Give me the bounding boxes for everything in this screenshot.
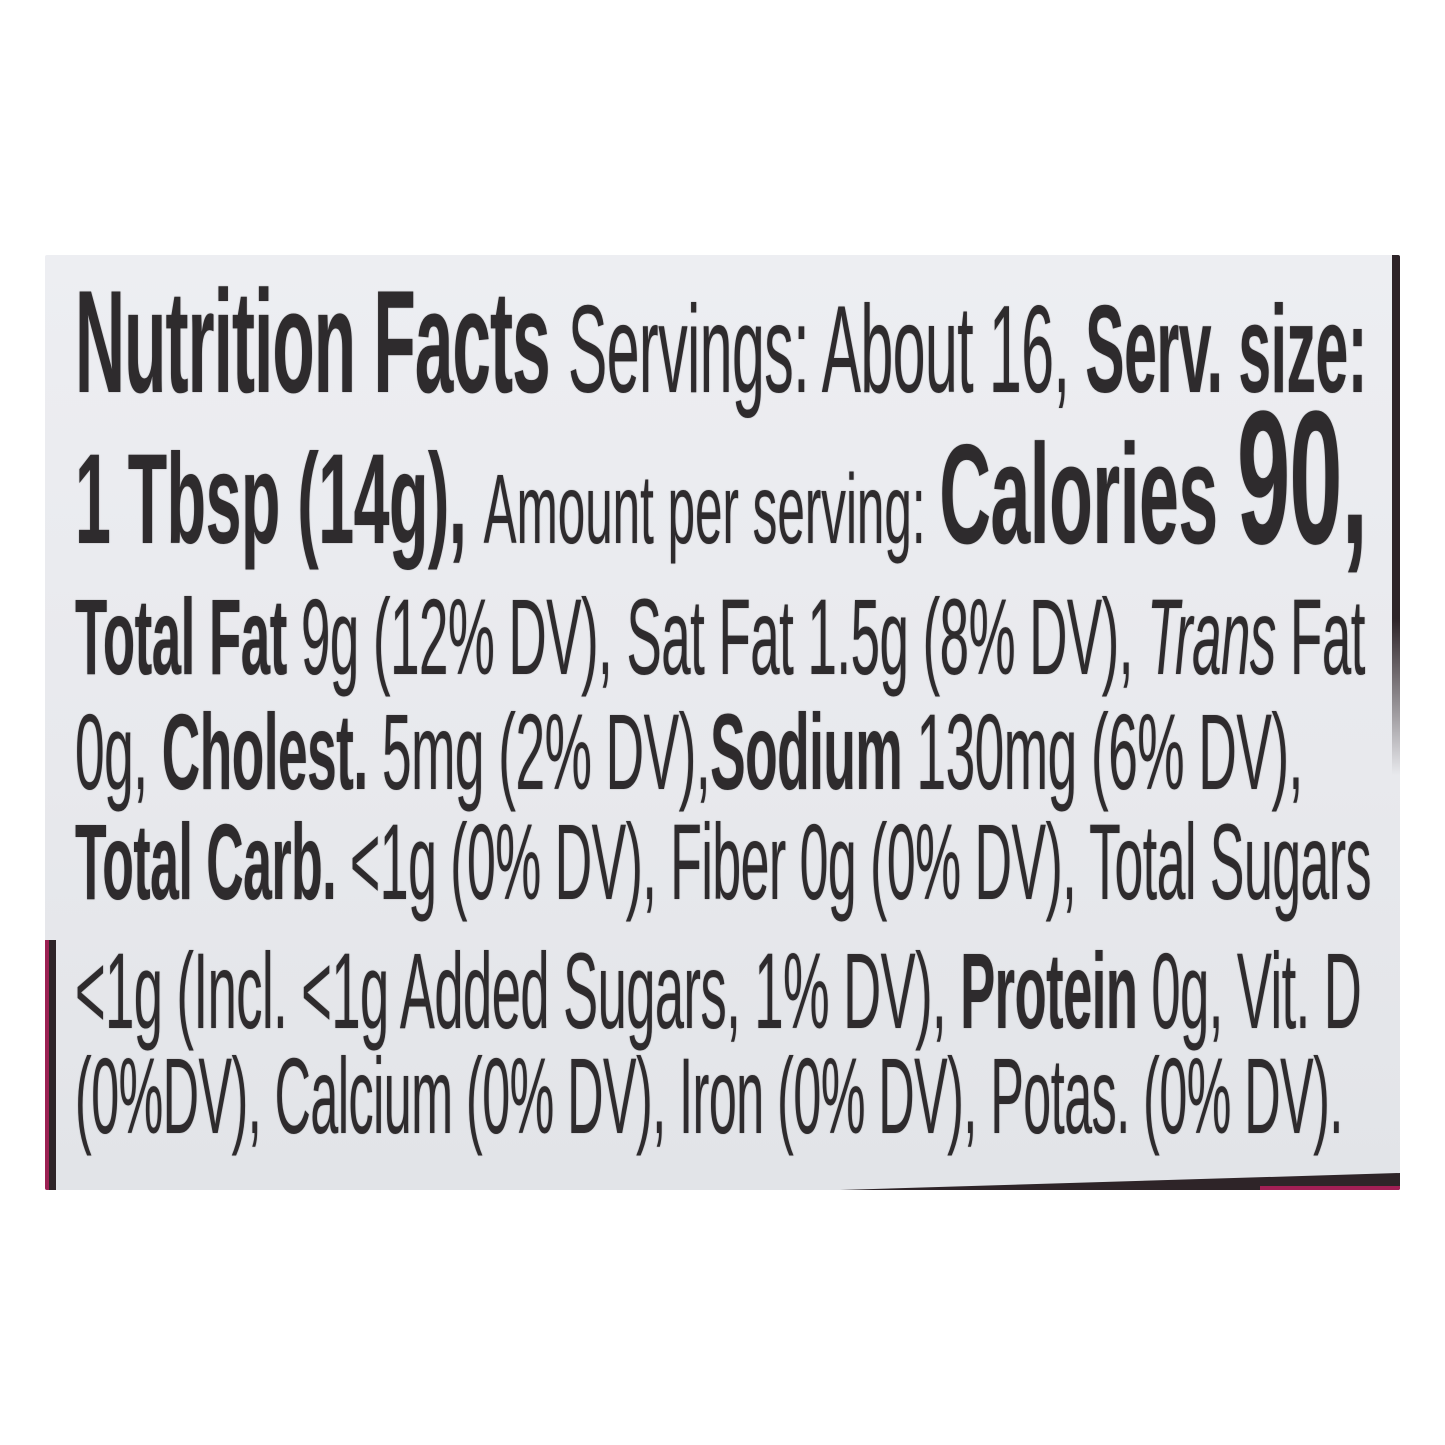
line-carbs: Total Carb. <1g (0% DV), Fiber 0g (0% DV…: [75, 808, 1371, 916]
protein-label: Protein: [960, 930, 1138, 1051]
label-edge-bottom: [840, 1173, 1400, 1190]
line-micronutrients: (0%DV), Calcium (0% DV), Iron (0% DV), P…: [75, 1042, 1343, 1150]
cholesterol-label: Cholest.: [161, 691, 368, 812]
sodium-value: 130mg (6% DV),: [902, 691, 1303, 812]
serving-size-value: 1 Tbsp (14g),: [75, 428, 484, 571]
nutrition-facts-title: Nutrition Facts: [75, 260, 569, 423]
sodium-label: Sodium: [710, 691, 903, 812]
line-cholesterol-sodium: 0g, Cholest. 5mg (2% DV),Sodium 130mg (6…: [75, 698, 1303, 806]
amount-per-serving-text: Amount per serving:: [483, 454, 940, 564]
line-sugars-protein: <1g (Incl. <1g Added Sugars, 1% DV), Pro…: [75, 937, 1362, 1045]
calories-label: Calories: [939, 415, 1238, 574]
protein-value: 0g, Vit. D: [1137, 930, 1362, 1051]
total-fat-label: Total Fat: [75, 576, 287, 697]
sugars-text: <1g (Incl. <1g Added Sugars, 1% DV),: [75, 930, 961, 1051]
trans-fat-rest: Fat: [1275, 576, 1365, 697]
cholesterol-value: 5mg (2% DV),: [367, 691, 711, 812]
carb-values-text: <1g (0% DV), Fiber 0g (0% DV), Total Sug…: [336, 801, 1371, 922]
label-edge-bottom-magenta: [1260, 1186, 1400, 1190]
serv-size-label: Serv. size:: [1085, 281, 1367, 419]
trans-word: Trans: [1147, 576, 1276, 697]
calories-value: 90,: [1237, 372, 1368, 584]
line-fat: Total Fat 9g (12% DV), Sat Fat 1.5g (8% …: [75, 583, 1365, 691]
total-carb-label: Total Carb.: [75, 801, 337, 922]
servings-text: Servings: About 16,: [568, 281, 1086, 419]
line-calories: 1 Tbsp (14g), Amount per serving: Calori…: [75, 383, 1368, 574]
label-edge-left: [45, 940, 58, 1190]
line-heading: Nutrition Facts Servings: About 16, Serv…: [75, 269, 1367, 415]
nutrition-label: Nutrition Facts Servings: About 16, Serv…: [45, 255, 1400, 1190]
trans-fat-value: 0g,: [75, 691, 162, 812]
micronutrients-text: (0%DV), Calcium (0% DV), Iron (0% DV), P…: [75, 1035, 1343, 1156]
fat-values-text: 9g (12% DV), Sat Fat 1.5g (8% DV),: [286, 576, 1148, 697]
label-edge-right: [1392, 255, 1400, 775]
